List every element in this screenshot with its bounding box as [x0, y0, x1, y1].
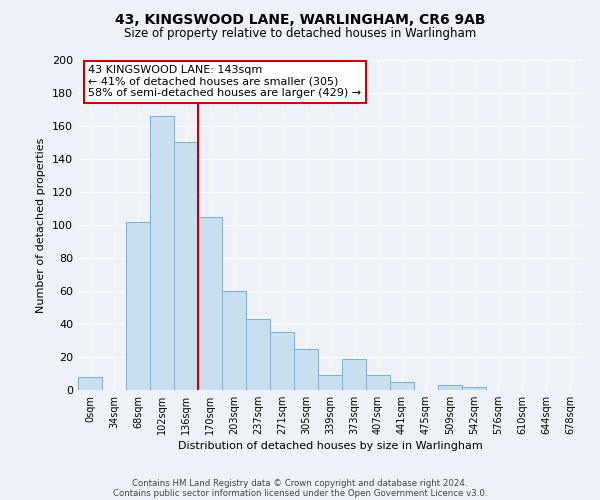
- Text: Contains public sector information licensed under the Open Government Licence v3: Contains public sector information licen…: [113, 488, 487, 498]
- Y-axis label: Number of detached properties: Number of detached properties: [37, 138, 46, 312]
- Bar: [270, 332, 294, 390]
- Bar: [462, 386, 486, 390]
- X-axis label: Distribution of detached houses by size in Warlingham: Distribution of detached houses by size …: [178, 441, 482, 451]
- Bar: [174, 142, 198, 390]
- Bar: [198, 217, 222, 390]
- Bar: [318, 375, 342, 390]
- Bar: [342, 358, 366, 390]
- Bar: [390, 382, 414, 390]
- Text: Size of property relative to detached houses in Warlingham: Size of property relative to detached ho…: [124, 28, 476, 40]
- Bar: [438, 385, 462, 390]
- Bar: [150, 116, 174, 390]
- Bar: [222, 291, 246, 390]
- Bar: [126, 222, 150, 390]
- Text: 43 KINGSWOOD LANE: 143sqm
← 41% of detached houses are smaller (305)
58% of semi: 43 KINGSWOOD LANE: 143sqm ← 41% of detac…: [88, 65, 361, 98]
- Text: Contains HM Land Registry data © Crown copyright and database right 2024.: Contains HM Land Registry data © Crown c…: [132, 478, 468, 488]
- Text: 43, KINGSWOOD LANE, WARLINGHAM, CR6 9AB: 43, KINGSWOOD LANE, WARLINGHAM, CR6 9AB: [115, 12, 485, 26]
- Bar: [294, 349, 318, 390]
- Bar: [246, 319, 270, 390]
- Bar: [366, 375, 390, 390]
- Bar: [78, 377, 102, 390]
